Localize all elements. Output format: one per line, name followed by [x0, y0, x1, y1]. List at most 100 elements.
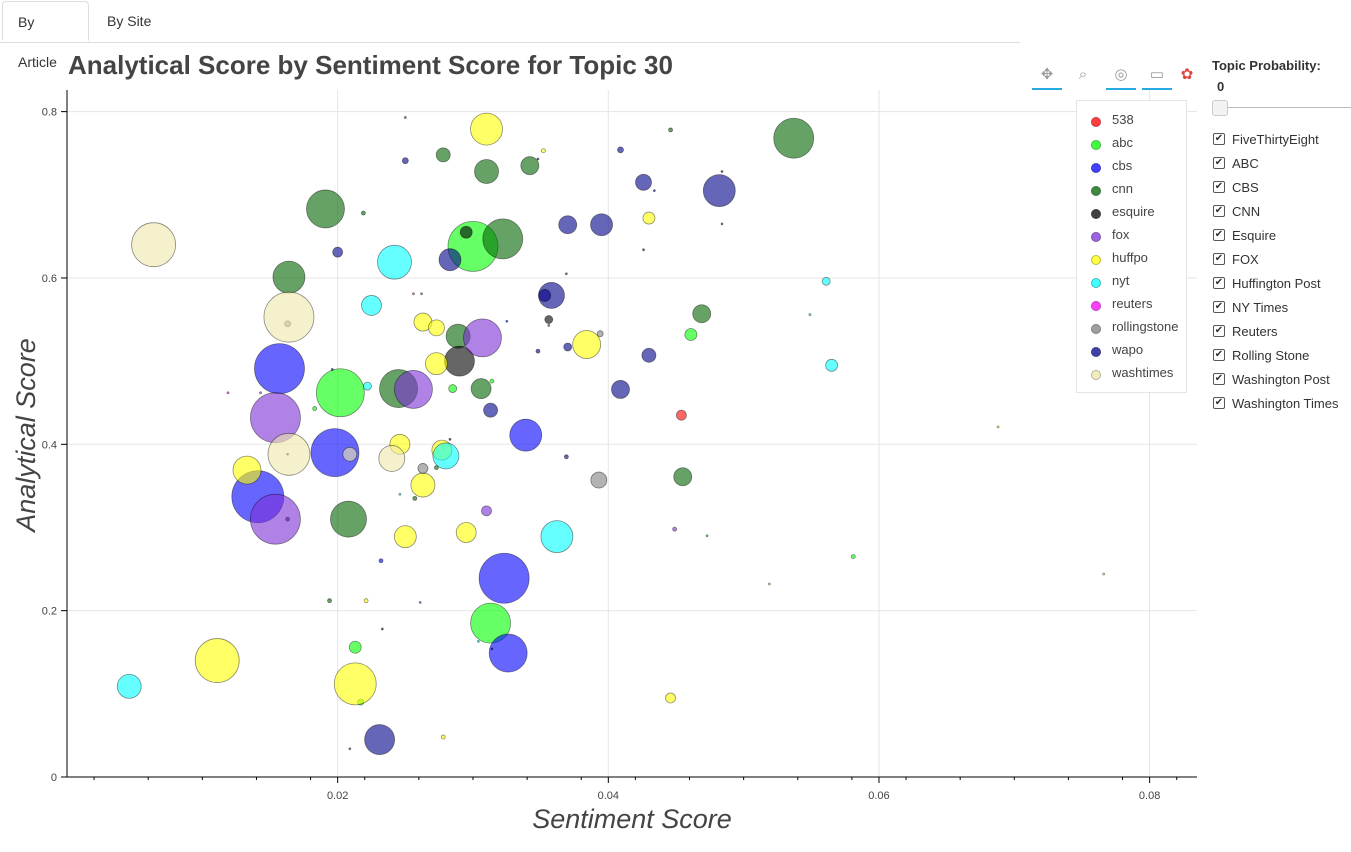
data-point-huffpo[interactable] — [642, 211, 656, 225]
data-point-huffpo[interactable] — [470, 112, 503, 146]
checkbox[interactable]: ✔ — [1213, 373, 1225, 385]
data-point-huffpo[interactable] — [572, 330, 602, 359]
data-point-washtimes[interactable] — [267, 432, 311, 476]
data-point-esquire[interactable] — [720, 170, 724, 173]
data-point-wapo[interactable] — [332, 246, 344, 258]
data-point-reuters[interactable] — [412, 292, 415, 296]
site-checkbox-row[interactable]: ✔ Rolling Stone — [1212, 346, 1351, 365]
data-point-huffpo[interactable] — [1102, 572, 1106, 576]
data-point-washtimes[interactable] — [378, 445, 406, 472]
data-point-wapo[interactable] — [617, 146, 624, 154]
slider-handle[interactable] — [1212, 100, 1228, 116]
data-point-nyt[interactable] — [398, 492, 402, 496]
data-point-wapo[interactable] — [635, 173, 652, 191]
data-point-cnn[interactable] — [327, 598, 332, 604]
data-point-cnn[interactable] — [306, 189, 345, 229]
site-checkbox-row[interactable]: ✔ Reuters — [1212, 322, 1351, 341]
data-point-rollingstone[interactable] — [590, 471, 608, 489]
checkbox[interactable]: ✔ — [1213, 181, 1225, 193]
data-point-wapo[interactable] — [641, 347, 657, 363]
data-point-cbs[interactable] — [254, 343, 305, 395]
data-point-wapo[interactable] — [558, 215, 578, 235]
data-point-cbs[interactable] — [505, 319, 509, 323]
data-point-huffpo[interactable] — [455, 522, 477, 543]
site-checkbox-row[interactable]: ✔ Huffington Post — [1212, 274, 1351, 293]
data-point-nyt[interactable] — [825, 358, 839, 372]
box-zoom-icon[interactable]: ⌕ — [1078, 66, 1088, 83]
data-point-nyt[interactable] — [116, 673, 142, 699]
data-point-esquire[interactable] — [448, 437, 452, 441]
checkbox[interactable]: ✔ — [1213, 277, 1225, 289]
data-point-nyt[interactable] — [808, 313, 812, 316]
data-point-fox[interactable] — [481, 505, 492, 517]
data-point-abc[interactable] — [705, 534, 709, 538]
data-point-washtimes[interactable] — [342, 446, 358, 462]
data-point-fox[interactable] — [394, 370, 433, 409]
data-point-esquire[interactable] — [380, 627, 384, 631]
data-point-esquire[interactable] — [459, 225, 473, 239]
data-point-fox[interactable] — [463, 318, 502, 358]
site-checkbox-row[interactable]: ✔ NY Times — [1212, 298, 1351, 317]
data-point-abc[interactable] — [348, 640, 362, 654]
data-point-wapo[interactable] — [590, 213, 613, 237]
checkbox[interactable]: ✔ — [1213, 229, 1225, 241]
data-point-washtimes[interactable] — [131, 222, 177, 268]
data-point-huffpo[interactable] — [996, 425, 1000, 429]
data-point-esquire[interactable] — [544, 315, 554, 324]
data-point-huffpo[interactable] — [410, 472, 436, 498]
data-point-cnn[interactable] — [330, 500, 367, 538]
data-point-wapo[interactable] — [438, 248, 462, 272]
pan-icon[interactable]: ✥ — [1032, 62, 1062, 90]
data-point-wapo[interactable] — [702, 174, 736, 208]
wheel-zoom-icon[interactable]: ◎ — [1106, 62, 1136, 90]
checkbox[interactable]: ✔ — [1213, 205, 1225, 217]
data-point-huffpo[interactable] — [665, 692, 676, 704]
data-point-fox[interactable] — [418, 600, 422, 604]
data-point-fox[interactable] — [259, 391, 262, 395]
tab-by-article[interactable]: By Article — [2, 1, 89, 70]
site-checkbox-row[interactable]: ✔ ABC — [1212, 154, 1351, 173]
data-point-wapo[interactable] — [538, 289, 552, 302]
data-point-huffpo[interactable] — [393, 525, 417, 549]
data-point-nyt[interactable] — [540, 520, 574, 554]
data-point-cnn[interactable] — [434, 465, 439, 471]
data-point-abc[interactable] — [448, 384, 458, 393]
checkbox[interactable]: ✔ — [1213, 397, 1225, 409]
data-point-wapo[interactable] — [364, 724, 396, 755]
checkbox[interactable]: ✔ — [1213, 349, 1225, 361]
data-point-wapo[interactable] — [563, 342, 573, 352]
data-point-cnn[interactable] — [520, 156, 540, 176]
site-checkbox-row[interactable]: ✔ CNN — [1212, 202, 1351, 221]
topic-probability-slider[interactable] — [1212, 98, 1351, 118]
data-point-cnn[interactable] — [547, 323, 551, 327]
site-checkbox-row[interactable]: ✔ Esquire — [1212, 226, 1351, 245]
data-point-cnn[interactable] — [470, 378, 492, 399]
data-point-wapo[interactable] — [642, 248, 645, 252]
data-point-abc[interactable] — [470, 602, 511, 644]
checkbox[interactable]: ✔ — [1213, 133, 1225, 145]
data-point-538[interactable] — [675, 409, 687, 421]
data-point-cnn[interactable] — [720, 222, 724, 226]
data-point-cnn[interactable] — [668, 127, 673, 133]
data-point-nyt[interactable] — [361, 295, 382, 316]
data-point-nyt[interactable] — [477, 640, 480, 643]
data-point-huffpo[interactable] — [540, 148, 546, 154]
checkbox[interactable]: ✔ — [1213, 301, 1225, 313]
site-checkbox-row[interactable]: ✔ FOX — [1212, 250, 1351, 269]
data-point-rollingstone[interactable] — [596, 330, 604, 338]
data-point-cnn[interactable] — [564, 272, 568, 276]
data-point-cnn[interactable] — [272, 260, 306, 294]
data-point-cnn[interactable] — [403, 116, 407, 119]
data-point-cbs[interactable] — [310, 428, 360, 478]
data-point-fox[interactable] — [250, 493, 301, 545]
data-point-huffpo[interactable] — [232, 455, 262, 485]
data-point-huffpo[interactable] — [440, 734, 446, 740]
data-point-huffpo[interactable] — [363, 598, 369, 604]
data-point-abc[interactable] — [315, 368, 365, 418]
site-checkbox-row[interactable]: ✔ Washington Times — [1212, 394, 1351, 413]
data-point-nyt[interactable] — [377, 244, 412, 280]
checkbox[interactable]: ✔ — [1213, 253, 1225, 265]
data-point-cbs[interactable] — [478, 552, 530, 604]
data-point-cbs[interactable] — [509, 418, 543, 452]
